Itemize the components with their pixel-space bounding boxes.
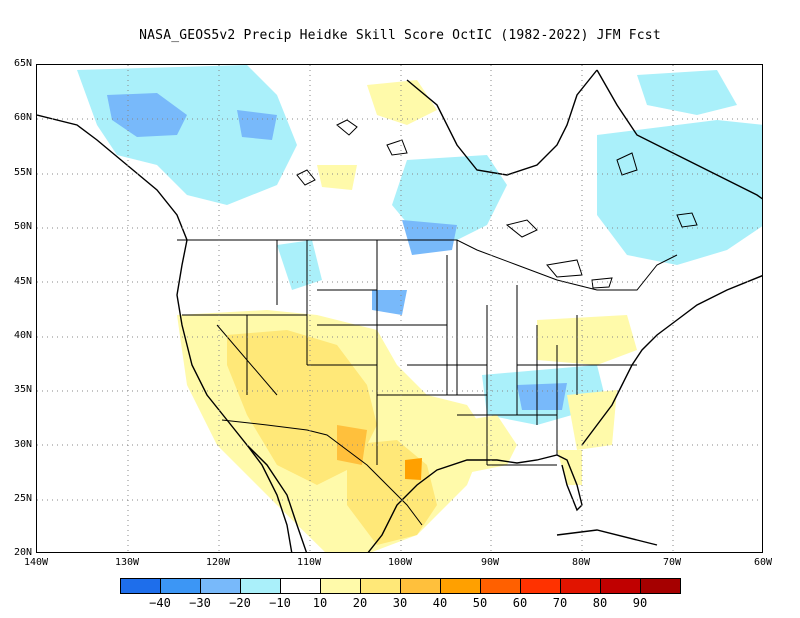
lon-label: 110W xyxy=(296,557,322,568)
lon-label: 70W xyxy=(662,557,682,568)
border-us-canada xyxy=(177,239,678,291)
colorbar-swatch xyxy=(320,578,361,594)
colorbar-swatch xyxy=(480,578,521,594)
colorbar-swatch xyxy=(400,578,441,594)
shade-neg-yukon xyxy=(237,110,277,140)
colorbar-swatch xyxy=(200,578,241,594)
colorbar-swatch xyxy=(160,578,201,594)
lon-label: 140W xyxy=(23,557,49,568)
coastline-cuba xyxy=(556,529,658,546)
colorbar-swatch xyxy=(280,578,321,594)
border-us-mexico xyxy=(221,419,423,526)
map-canvas xyxy=(37,65,762,552)
lat-label: 20N xyxy=(13,547,32,558)
lat-label: 30N xyxy=(13,439,32,450)
colorbar-label: −40 xyxy=(149,596,171,610)
shade-neg-minnesota xyxy=(402,220,457,255)
shade-neg-labrador xyxy=(637,70,737,115)
colorbar-swatch xyxy=(440,578,481,594)
colorbar-swatch xyxy=(120,578,161,594)
coastline-baja xyxy=(246,444,293,552)
colorbar-label: 30 xyxy=(392,596,408,610)
colorbar-swatch xyxy=(240,578,281,594)
coastline-pacific xyxy=(37,114,308,552)
graticule xyxy=(37,65,762,552)
colorbar-swatch xyxy=(600,578,641,594)
shade-neg-idaho xyxy=(277,240,322,290)
lon-label: 80W xyxy=(571,557,591,568)
lat-label: 65N xyxy=(13,58,32,69)
lat-label: 45N xyxy=(13,276,32,287)
lat-label: 55N xyxy=(13,167,32,178)
shade-neg-hudson xyxy=(392,155,507,240)
shade-neg-alabama xyxy=(517,383,567,410)
shade-pos-texas-core xyxy=(405,458,422,480)
shade-pos-canada-scatter xyxy=(367,80,437,125)
colorbar-label: −30 xyxy=(189,596,211,610)
colorbar-label: 70 xyxy=(552,596,568,610)
colorbar-label: 40 xyxy=(432,596,448,610)
lon-label: 100W xyxy=(387,557,413,568)
colorbar-label: 80 xyxy=(592,596,608,610)
colorbar-label: −10 xyxy=(269,596,291,610)
shade-pos-canada-scatter2 xyxy=(317,165,357,190)
colorbar-swatch xyxy=(520,578,561,594)
colorbar-swatch xyxy=(360,578,401,594)
state-borders xyxy=(177,239,678,526)
lat-label: 50N xyxy=(13,221,32,232)
lon-label: 120W xyxy=(205,557,231,568)
lon-label: 130W xyxy=(114,557,140,568)
colorbar-swatch xyxy=(640,578,681,594)
coastline-hudson xyxy=(406,69,598,176)
coastline-gulf xyxy=(367,454,583,552)
shade-neg-nebraska xyxy=(372,290,407,315)
shade-pos-carolinas xyxy=(567,390,617,450)
lat-label: 60N xyxy=(13,112,32,123)
colorbar-label: 50 xyxy=(472,596,488,610)
shade-neg-alaska-core xyxy=(107,93,187,137)
lat-label: 40N xyxy=(13,330,32,341)
colorbar-swatch xyxy=(560,578,601,594)
map-panel xyxy=(36,64,763,553)
colorbar-label: 20 xyxy=(352,596,368,610)
colorbar-label: 10 xyxy=(312,596,328,610)
shade-neg-quebec xyxy=(597,120,762,265)
coastline-labrador xyxy=(596,69,762,200)
colorbar-label: −20 xyxy=(229,596,251,610)
lon-label: 60W xyxy=(753,557,773,568)
skill-shading xyxy=(77,65,762,552)
lat-label: 35N xyxy=(13,384,32,395)
lon-label: 90W xyxy=(480,557,500,568)
lat-label: 25N xyxy=(13,493,32,504)
shade-pos-ohio xyxy=(537,315,637,365)
coastline-atlantic xyxy=(581,275,762,446)
map-title: NASA_GEOS5v2 Precip Heidke Skill Score O… xyxy=(139,28,661,43)
colorbar-label: 90 xyxy=(632,596,648,610)
coastlines xyxy=(37,69,762,552)
colorbar-label: 60 xyxy=(512,596,528,610)
